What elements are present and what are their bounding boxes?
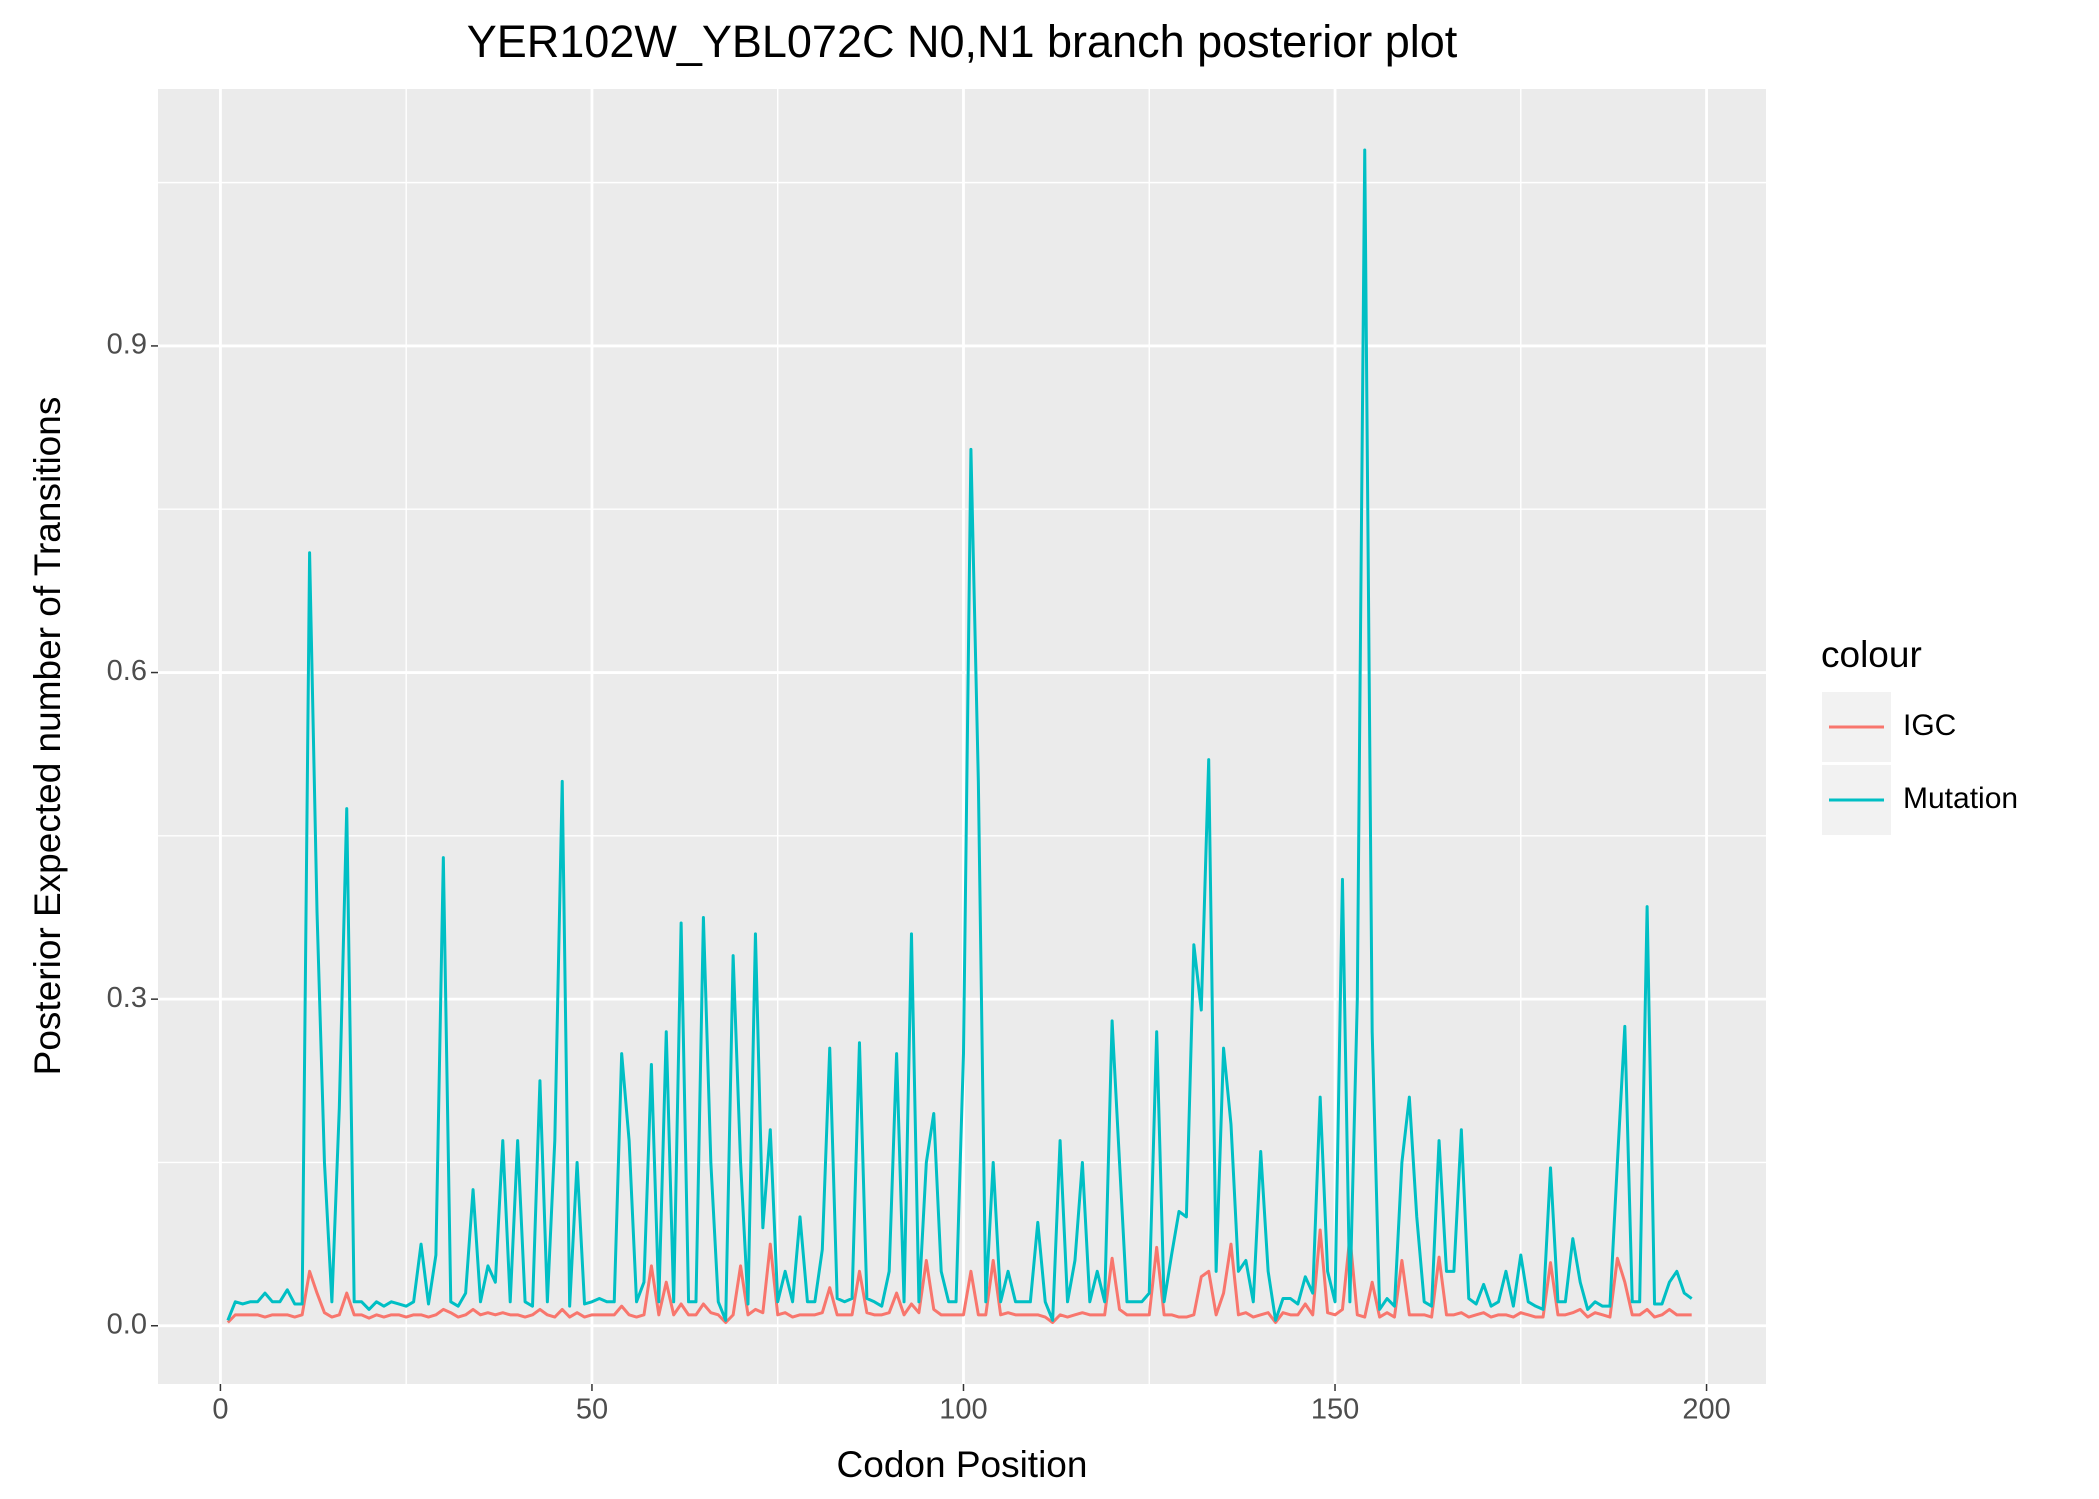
- series-line: [226, 1228, 1692, 1324]
- x-tick-label: 50: [576, 1394, 608, 1426]
- legend-label: IGC: [1903, 709, 1956, 742]
- x-axis-title: Codon Position: [837, 1444, 1088, 1485]
- x-tick-label: 100: [939, 1394, 987, 1426]
- legend-title: colour: [1821, 634, 1922, 675]
- y-axis-title: Posterior Expected number of Transitions: [27, 397, 68, 1076]
- panel: [158, 89, 1766, 1384]
- series-line: [226, 148, 1693, 1322]
- y-tick-label: 0.6: [107, 655, 147, 687]
- grid: [158, 89, 1766, 1384]
- lines: [226, 148, 1693, 1324]
- legend: IGC Mutation: [1822, 692, 2018, 835]
- x-tick-label: 0: [212, 1394, 228, 1426]
- y-tick-label: 0.0: [107, 1308, 147, 1340]
- x-tick-label: 150: [1311, 1394, 1359, 1426]
- legend-label: Mutation: [1903, 782, 2018, 815]
- x-tick-label: 200: [1682, 1394, 1730, 1426]
- y-tick-label: 0.3: [107, 982, 147, 1014]
- y-tick-label: 0.9: [107, 329, 147, 361]
- chart-title: YER102W_YBL072C N0,N1 branch posterior p…: [467, 16, 1458, 67]
